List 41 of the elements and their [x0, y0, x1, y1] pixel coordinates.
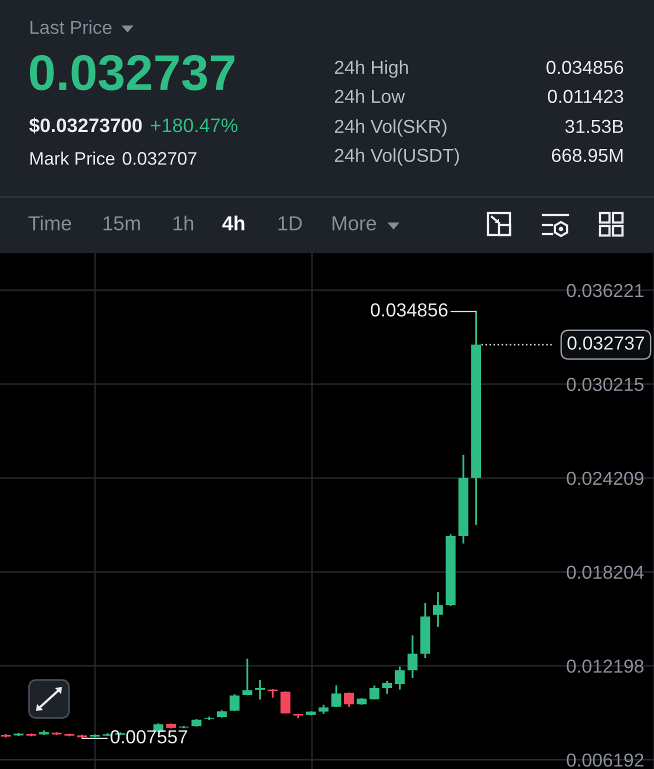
y-tick-label: 0.012198: [566, 660, 644, 673]
y-tick-label: 0.006192: [566, 753, 644, 767]
text: 0.032707: [122, 152, 196, 165]
text: 24h Vol(USDT): [334, 148, 459, 166]
y-tick-label: 0.018204: [566, 566, 644, 579]
text: 24h Low: [334, 89, 405, 104]
y-tick-label: 0.030215: [566, 378, 644, 392]
text: 0.032737: [30, 55, 234, 90]
ref-line-label: 0.032737: [568, 336, 644, 350]
candlestick: [230, 693, 240, 712]
annotation: 0.034856: [370, 303, 448, 317]
candlestick: [394, 666, 405, 690]
candlestick: [242, 658, 252, 696]
candlestick: [331, 684, 342, 708]
candlestick: [344, 692, 354, 708]
text: 1h: [174, 216, 194, 230]
candlestick: [382, 680, 392, 695]
candlestick: [432, 591, 443, 628]
text: 0.034856: [546, 60, 624, 74]
candlestick: [318, 704, 329, 715]
text: 0.011423: [548, 90, 624, 104]
text: 31.53B: [565, 120, 624, 134]
text: 24h High: [334, 60, 408, 78]
y-tick-label: 0.036221: [566, 284, 644, 298]
text: Last Price: [30, 20, 112, 34]
annotation: 0.007557: [110, 730, 188, 744]
text: Mark Price: [30, 152, 114, 165]
text: 4h: [222, 216, 244, 230]
candlestick: [280, 690, 290, 714]
candlestick: [369, 684, 380, 700]
text: $0.03273700: [29, 118, 142, 134]
text: 1D: [278, 216, 302, 230]
text: 24h Vol(SKR): [334, 119, 446, 137]
text: +180.47%: [150, 118, 238, 132]
text: More: [332, 216, 376, 230]
text: 668.95M: [552, 148, 622, 162]
candlestick: [255, 678, 265, 700]
y-tick-label: 0.024209: [566, 472, 644, 485]
text: 15m: [104, 216, 140, 230]
candlestick: [408, 634, 418, 679]
text: Time: [28, 216, 72, 230]
